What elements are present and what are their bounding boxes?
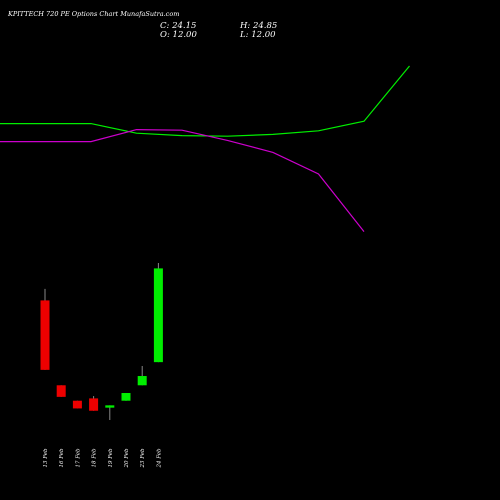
candlesticks	[40, 263, 163, 420]
date-tick-label: 24 Feb	[156, 448, 162, 469]
date-tick-label: 19 Feb	[108, 448, 114, 468]
candle-body-7	[137, 376, 147, 386]
close-value: C: 24.15	[160, 21, 196, 31]
open-value: O: 12.00	[160, 30, 197, 40]
date-tick-label: 23 Feb	[140, 448, 146, 469]
indicator-lines	[0, 65, 410, 232]
candle-body-8	[153, 268, 163, 363]
date-tick-label: 20 Feb	[124, 448, 130, 469]
date-tick-label: 13 Feb	[43, 448, 49, 468]
candle-body-5	[105, 405, 115, 408]
candle-body-4	[89, 398, 99, 411]
candle-body-6	[121, 392, 131, 401]
chart-title: KPITTECH 720 PE Options Chart MunafaSutr…	[7, 10, 179, 18]
high-value: H: 24.85	[239, 21, 277, 31]
date-tick-label: 16 Feb	[59, 448, 65, 468]
date-tick-label: 17 Feb	[75, 448, 81, 468]
indicator-line-2	[0, 128, 365, 232]
candle-body-3	[72, 400, 82, 409]
date-ticks: 13 Feb 16 Feb 17 Feb 18 Feb 19 Feb 20 Feb 23 F…	[43, 448, 162, 469]
candle-body-2	[56, 385, 66, 397]
low-value: L: 12.00	[239, 30, 276, 40]
candle-body-1	[40, 300, 50, 370]
date-tick-label: 18 Feb	[92, 448, 98, 468]
